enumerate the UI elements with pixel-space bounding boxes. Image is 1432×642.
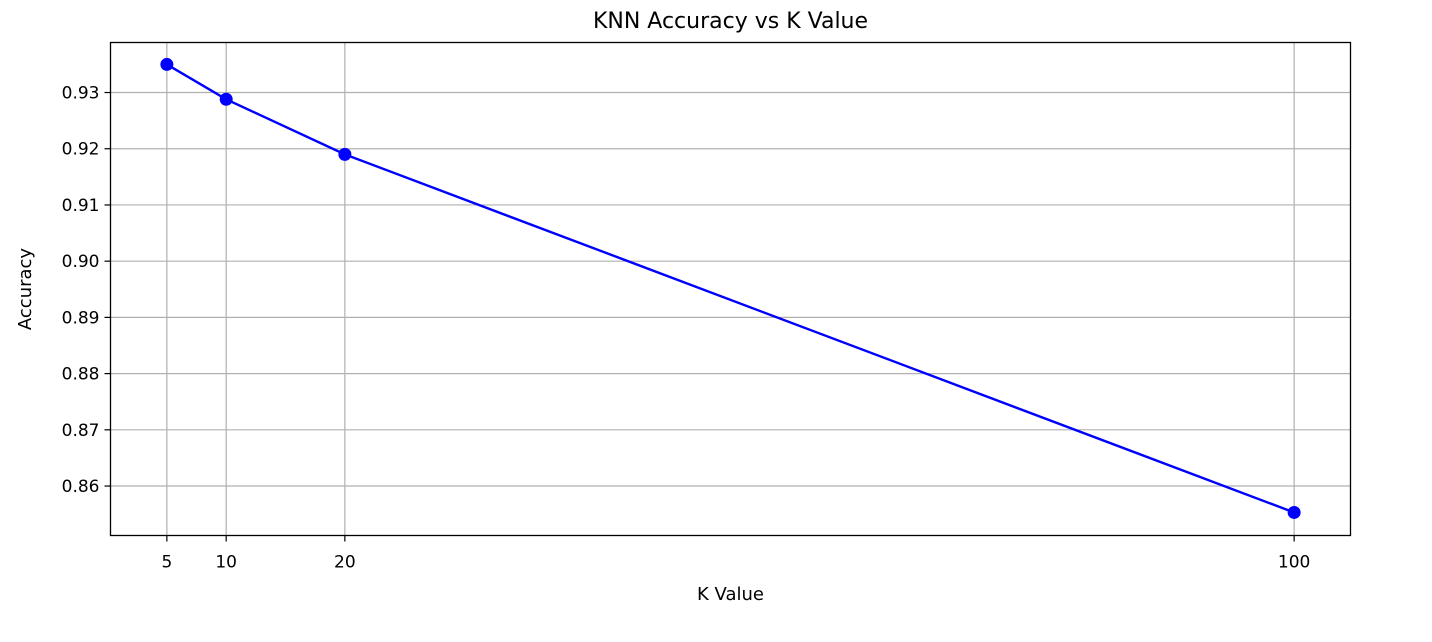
grid-layer (110, 42, 1351, 536)
plot-frame (109, 41, 1352, 537)
y-tick-label: 0.90 (62, 252, 100, 272)
chart-title: KNN Accuracy vs K Value (593, 9, 868, 34)
y-tick-label: 0.86 (62, 477, 100, 497)
tick-layer: 5 10 20 100 0.86 0.87 0.88 0.89 0.90 0.91 0.92 0.93 (62, 84, 1311, 573)
x-axis-label: K Value (697, 584, 764, 605)
y-tick-label: 0.88 (62, 365, 100, 385)
data-point-marker (160, 57, 174, 71)
data-point-marker (219, 92, 233, 106)
x-tick-label: 5 (161, 553, 172, 573)
x-tick-label: 20 (334, 553, 356, 573)
x-tick-label: 100 (1278, 553, 1310, 573)
series-layer (160, 57, 1301, 519)
data-point-marker (1287, 505, 1301, 519)
y-axis-label: Accuracy (15, 248, 36, 331)
y-tick-label: 0.87 (62, 421, 100, 441)
x-tick-label: 10 (215, 553, 237, 573)
series-line (166, 63, 1295, 514)
y-tick-label: 0.91 (62, 196, 100, 216)
y-tick-label: 0.89 (62, 308, 100, 328)
y-tick-label: 0.92 (62, 140, 100, 160)
y-tick-label: 0.93 (62, 84, 100, 104)
data-point-marker (338, 147, 352, 161)
